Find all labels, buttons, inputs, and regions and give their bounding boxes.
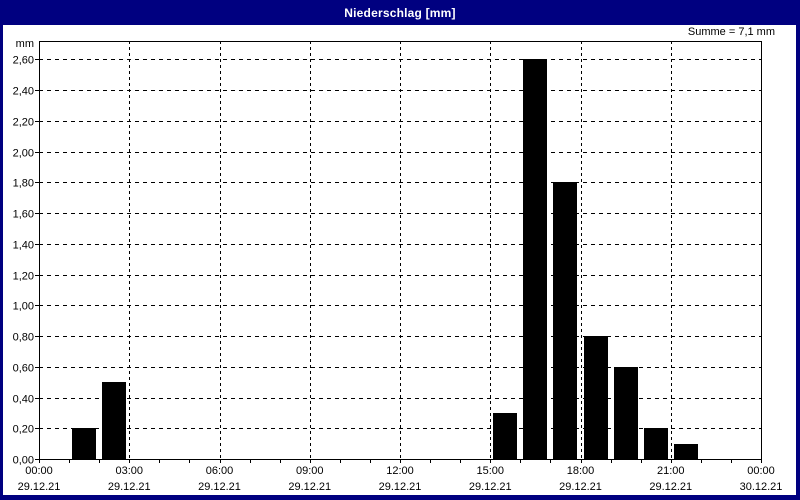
x-tick-time-label: 03:00 — [115, 465, 143, 477]
x-tick-time-label: 06:00 — [206, 465, 234, 477]
x-tick-date-label: 29.12.21 — [469, 481, 512, 493]
y-tick-label: 1,60 — [13, 209, 34, 221]
y-tick-label: 2,40 — [13, 86, 34, 98]
y-tick-label: 0,60 — [13, 363, 34, 375]
x-tick-time-label: 21:00 — [657, 465, 685, 477]
y-tick-label: 2,60 — [13, 55, 34, 67]
x-tick-time-label: 00:00 — [25, 465, 53, 477]
precipitation-bar — [102, 382, 126, 459]
y-tick-label: 1,00 — [13, 301, 34, 313]
x-tick-date-label: 29.12.21 — [649, 481, 692, 493]
window-border-right — [796, 25, 800, 500]
y-tick-label: 1,40 — [13, 240, 34, 252]
x-tick-date-label: 29.12.21 — [288, 481, 331, 493]
x-tick-time-label: 12:00 — [386, 465, 414, 477]
x-tick-time-label: 00:00 — [747, 465, 775, 477]
precipitation-bar — [644, 428, 668, 459]
precipitation-bar — [674, 444, 698, 459]
y-tick-label: 0,40 — [13, 394, 34, 406]
precipitation-bar — [614, 367, 638, 459]
x-tick-date-label: 30.12.21 — [740, 481, 783, 493]
window-border-bottom — [0, 495, 800, 500]
window-border-left — [0, 25, 3, 500]
y-tick-label: 0,00 — [13, 455, 34, 467]
x-tick-date-label: 29.12.21 — [198, 481, 241, 493]
y-tick-label: 1,80 — [13, 178, 34, 190]
x-tick-time-label: 18:00 — [567, 465, 595, 477]
precipitation-bar — [493, 413, 517, 459]
y-tick-label: 2,00 — [13, 148, 34, 160]
window-title: Niederschlag [mm] — [344, 5, 456, 20]
plot-frame — [39, 41, 762, 460]
y-tick-label: 1,20 — [13, 271, 34, 283]
y-tick-label: 0,80 — [13, 332, 34, 344]
x-tick-date-label: 29.12.21 — [379, 481, 422, 493]
y-tick-label: 0,20 — [13, 424, 34, 436]
title-bar[interactable]: Niederschlag [mm] — [0, 0, 800, 25]
precipitation-bar — [72, 428, 96, 459]
precipitation-bar — [584, 336, 608, 459]
precipitation-bar — [553, 182, 577, 459]
x-tick-date-label: 29.12.21 — [108, 481, 151, 493]
x-tick-time-label: 15:00 — [476, 465, 504, 477]
precipitation-bar — [523, 59, 547, 459]
sum-label: Summe = 7,1 mm — [687, 26, 775, 38]
x-tick-date-label: 29.12.21 — [559, 481, 602, 493]
y-axis-unit-label: mm — [16, 38, 34, 50]
x-tick-date-label: 29.12.21 — [18, 481, 61, 493]
x-tick-time-label: 09:00 — [296, 465, 324, 477]
y-tick-label: 2,20 — [13, 117, 34, 129]
